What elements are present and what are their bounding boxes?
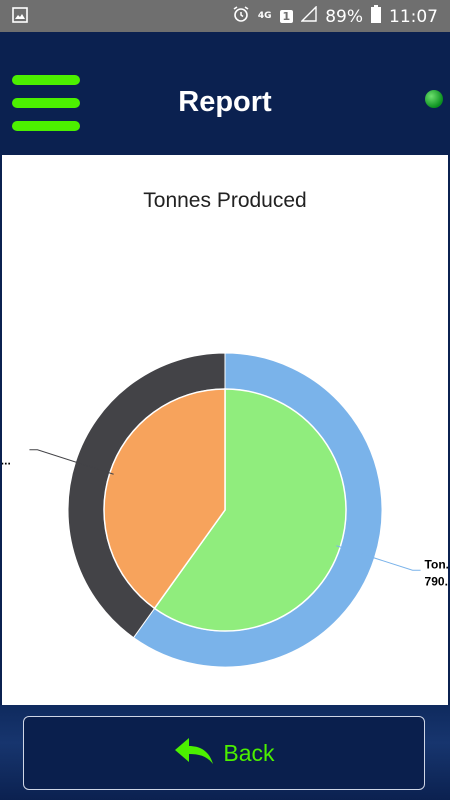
app-header: Report bbox=[0, 32, 450, 155]
status-bar: 4G 1 89% 11:07 bbox=[0, 0, 450, 32]
chart-card: Tonnes Produced Ton... 790.... Re... 529...… bbox=[2, 155, 448, 705]
battery-percent: 89% bbox=[325, 6, 363, 27]
signal-icon bbox=[300, 5, 317, 27]
hamburger-menu-icon[interactable] bbox=[12, 75, 80, 131]
back-button[interactable]: Back bbox=[23, 716, 425, 790]
connector-line-1 bbox=[29, 449, 114, 475]
battery-icon bbox=[371, 5, 381, 28]
slice-label-1: Re... bbox=[2, 437, 3, 451]
slice-value-label-1: 529.... bbox=[2, 454, 11, 468]
network-type: 4G bbox=[257, 11, 272, 21]
chart-title: Tonnes Produced bbox=[143, 189, 307, 212]
back-arrow-icon bbox=[173, 736, 215, 771]
back-label: Back bbox=[223, 739, 275, 766]
slice-label-0: Ton... bbox=[425, 557, 448, 571]
alarm-icon bbox=[232, 5, 250, 28]
sim-badge: 1 bbox=[279, 10, 294, 23]
slice-value-label-0: 790.... bbox=[425, 574, 448, 588]
clock: 11:07 bbox=[389, 6, 438, 27]
donut-chart: Ton... 790.... Re... 529.... bbox=[2, 352, 448, 668]
connection-status-icon bbox=[425, 90, 443, 108]
page-title: Report bbox=[178, 86, 272, 118]
connector-line-0 bbox=[336, 545, 421, 571]
gallery-icon bbox=[12, 7, 28, 27]
